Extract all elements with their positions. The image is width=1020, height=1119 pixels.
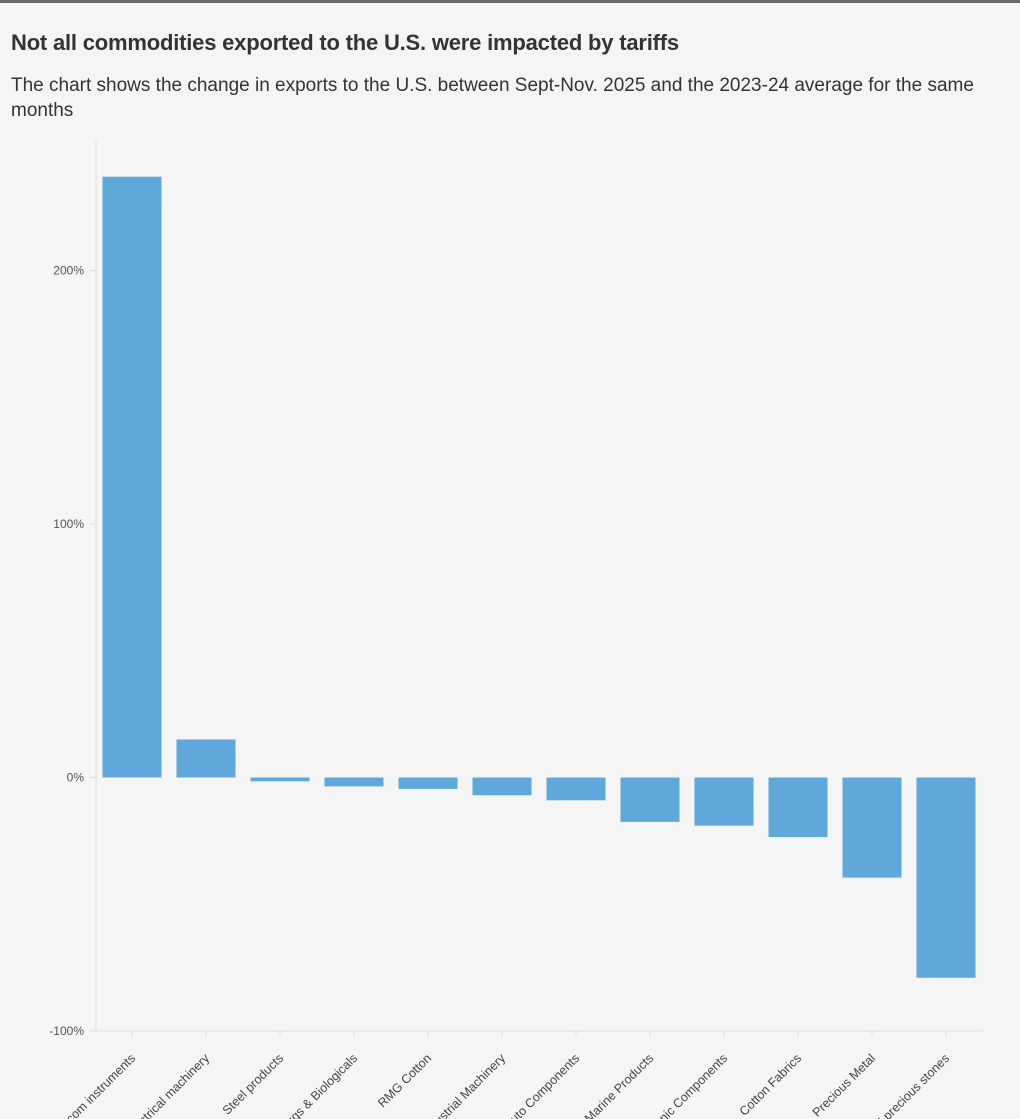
bar-marine-products <box>620 777 680 822</box>
x-category-label: RMG Cotton <box>375 1051 434 1110</box>
y-tick-label: -100% <box>49 1024 84 1038</box>
bar-rmg-cotton <box>398 777 458 789</box>
bar-drugs-biologicals <box>324 777 384 787</box>
bar-electronic-components <box>694 777 754 826</box>
x-category-label: Drugs & Biologicals <box>274 1051 361 1119</box>
bar-steel-products <box>250 777 310 782</box>
chart-title: Not all commodities exported to the U.S.… <box>11 30 679 55</box>
bar-electrical-machinery <box>176 739 236 778</box>
bar-telecom-instruments <box>102 176 162 778</box>
y-tick-label: 200% <box>53 264 84 278</box>
x-category-label: Telecom instruments <box>47 1051 138 1119</box>
y-tick-label: 0% <box>67 771 85 785</box>
bar-pearls-and-precious-stones <box>916 777 976 978</box>
bar-precious-metal <box>842 777 902 878</box>
x-category-label: Steel products <box>220 1051 286 1117</box>
chart-subtitle: The chart shows the change in exports to… <box>11 75 974 121</box>
bar-auto-components <box>546 777 606 801</box>
x-category-label: Cotton Fabrics <box>737 1051 804 1118</box>
bar-industrial-machinery <box>472 777 532 796</box>
y-tick-label: 100% <box>53 517 84 531</box>
x-category-label: Marine Products <box>582 1051 656 1119</box>
x-category-label: Precious Metal <box>810 1051 878 1119</box>
x-category-label: Auto Components <box>501 1051 582 1119</box>
bar-cotton-fabrics <box>768 777 828 838</box>
top-border <box>0 0 1020 3</box>
